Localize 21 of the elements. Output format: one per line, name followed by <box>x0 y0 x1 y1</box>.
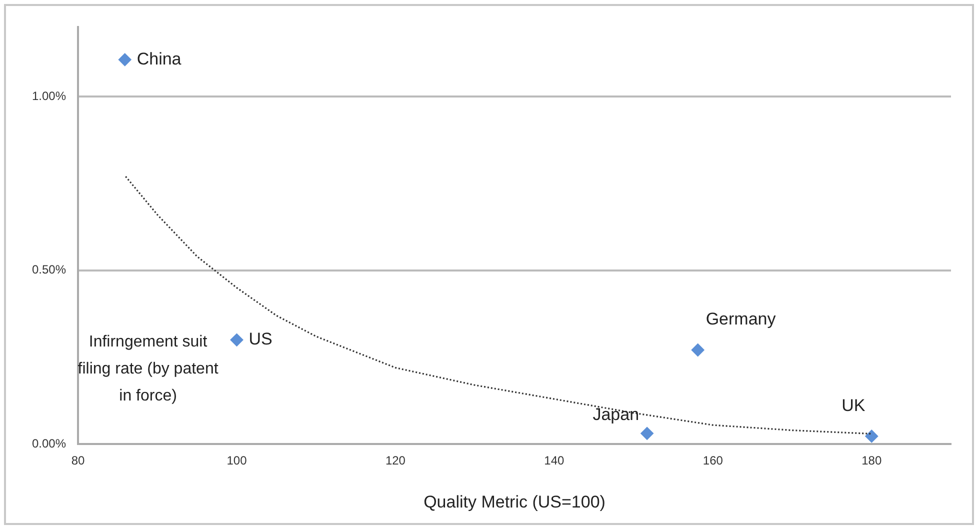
x-tick-label: 140 <box>544 454 565 468</box>
y-tick-label: 0.50% <box>32 262 66 277</box>
point <box>865 430 878 443</box>
annotation: UK <box>842 396 866 415</box>
annotation: Japan <box>592 405 640 424</box>
y-axis-title: Infirngement suit filing rate (by patent in force) <box>78 333 219 404</box>
x-tick-label: 120 <box>385 454 406 468</box>
x-axis-title: Quality Metric (US=100) <box>424 492 606 512</box>
annotation: US <box>248 330 272 349</box>
point <box>118 53 132 66</box>
y-tick-label: 0.00% <box>32 436 66 451</box>
point <box>640 426 654 440</box>
x-tick-label: 160 <box>702 454 724 468</box>
x-tick-label: 180 <box>862 454 882 468</box>
y-tick-label: 1.00% <box>32 88 66 103</box>
annotation: Germany <box>706 310 776 329</box>
point <box>691 343 704 356</box>
x-tick-label: 100 <box>226 454 248 468</box>
x-tick-label: 80 <box>71 454 86 468</box>
point <box>230 333 244 346</box>
annotation: China <box>136 49 182 68</box>
